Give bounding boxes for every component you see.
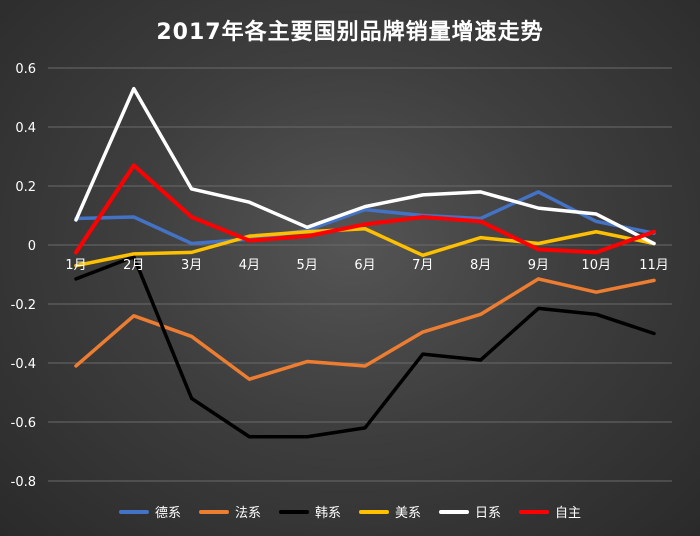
- legend-swatch: [439, 509, 470, 514]
- x-tick-label: 2月: [123, 258, 144, 273]
- legend-item-4: 日系: [439, 502, 501, 521]
- y-tick-label: 0.2: [15, 180, 36, 195]
- y-tick-label: 0.6: [15, 62, 36, 77]
- series-line-0: [74, 190, 656, 246]
- y-tick-label: 0: [28, 239, 36, 254]
- legend-item-1: 法系: [198, 502, 261, 521]
- x-tick-label: 10月: [581, 258, 611, 273]
- x-tick-label: 5月: [297, 258, 318, 273]
- y-tick-label: -0.6: [11, 416, 36, 431]
- x-tick-label: 6月: [354, 258, 375, 273]
- series-line-4: [74, 86, 656, 246]
- legend-label: 德系: [154, 506, 181, 521]
- legend-item-3: 美系: [359, 502, 421, 521]
- y-tick-label: 0.4: [15, 121, 36, 136]
- series-line-3: [74, 227, 656, 268]
- x-tick-label: 7月: [412, 258, 433, 273]
- y-tick-label: -0.2: [11, 298, 36, 313]
- legend-label: 自主: [555, 506, 582, 521]
- legend-label: 韩系: [314, 506, 341, 521]
- x-tick-label: 11月: [639, 258, 669, 273]
- legend-swatch: [198, 509, 229, 514]
- legend-label: 日系: [475, 506, 502, 521]
- x-tick-label: 1月: [65, 258, 86, 273]
- legend-item-5: 自主: [519, 502, 581, 521]
- legend-label: 美系: [395, 506, 422, 521]
- x-tick-label: 9月: [528, 258, 549, 273]
- y-tick-label: -0.8: [11, 475, 36, 490]
- chart-legend: 德系 法系 韩系 美系 日系 自主: [0, 502, 700, 521]
- legend-label: 法系: [234, 506, 261, 521]
- series-line-1: [74, 277, 656, 381]
- legend-item-0: 德系: [118, 502, 181, 521]
- x-tick-label: 3月: [181, 258, 202, 273]
- series-line-2: [74, 255, 656, 439]
- x-tick-label: 4月: [239, 258, 260, 273]
- legend-swatch: [359, 509, 389, 514]
- series-line-5: [74, 163, 656, 255]
- legend-swatch: [118, 509, 149, 514]
- x-tick-label: 8月: [470, 258, 491, 273]
- legend-item-2: 韩系: [278, 502, 341, 521]
- legend-swatch: [519, 509, 550, 514]
- y-tick-label: -0.4: [11, 357, 36, 372]
- legend-swatch: [278, 509, 309, 514]
- chart-title: 2017年各主要国别品牌销量增速走势: [156, 20, 544, 45]
